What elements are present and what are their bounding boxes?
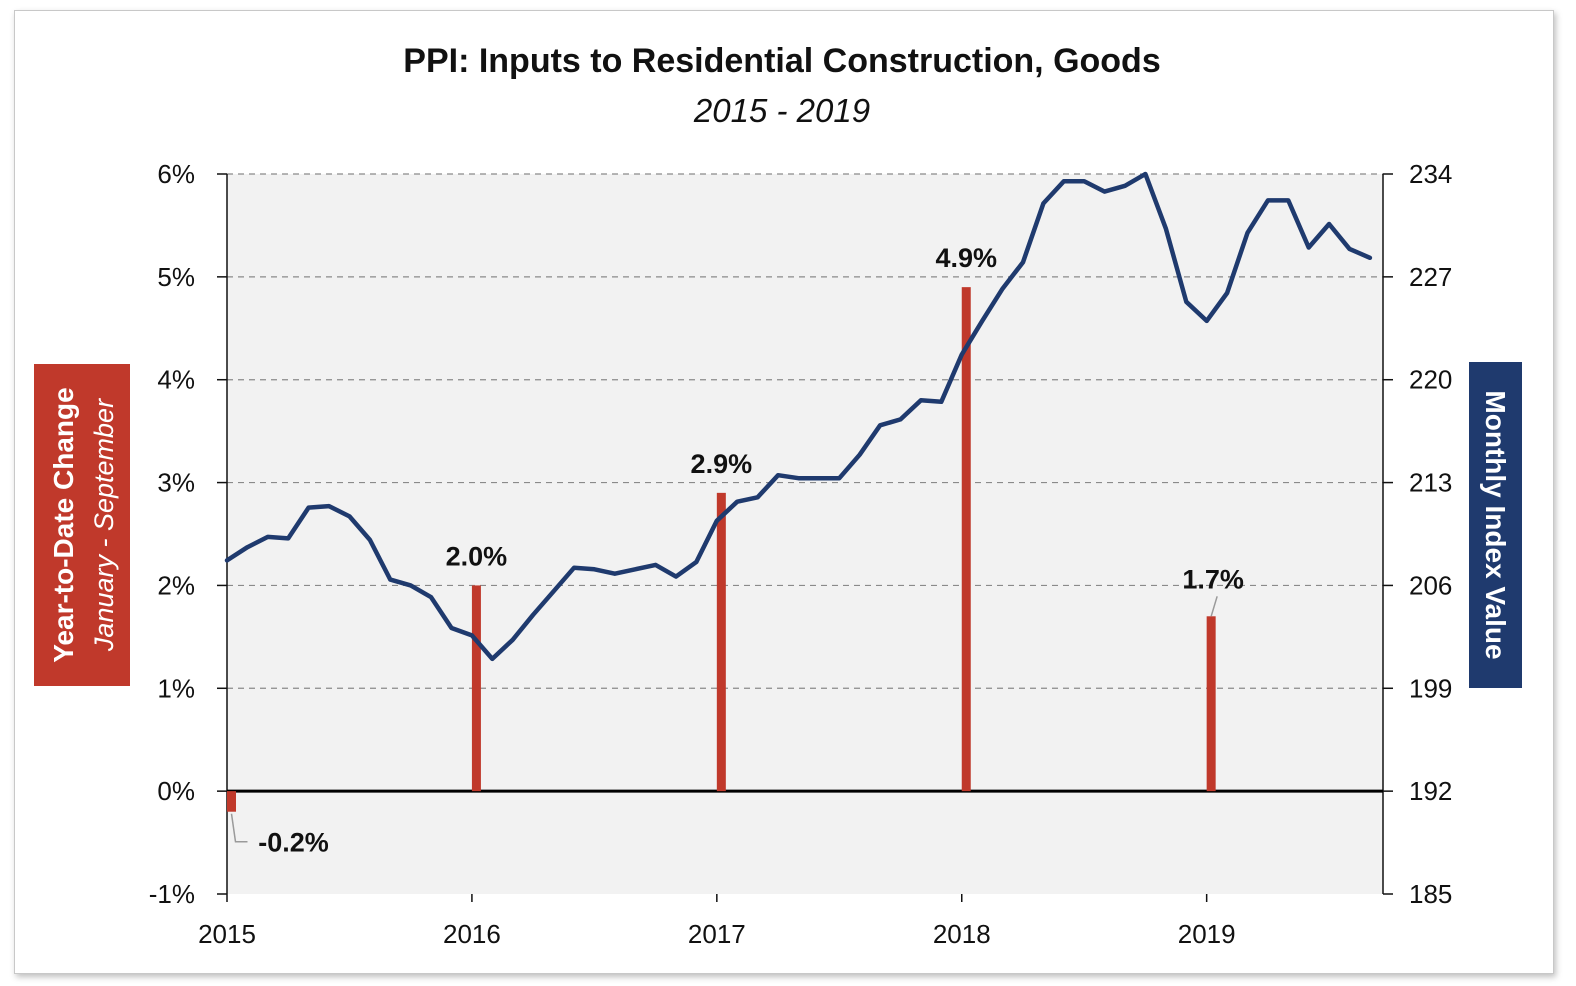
left-tick-label: 0% bbox=[157, 776, 195, 806]
bar bbox=[716, 492, 726, 792]
bar bbox=[227, 791, 236, 812]
chart-subtitle: 2015 - 2019 bbox=[693, 92, 870, 129]
gridlines bbox=[227, 173, 1383, 689]
tick-labels: 6% 5% 4% 3% 2% 1% 0% -1% 234 227 220 213 206 199 192 18… bbox=[149, 159, 1453, 949]
chart-title: PPI: Inputs to Residential Construction,… bbox=[403, 42, 1160, 80]
right-tick-label: 206 bbox=[1409, 570, 1452, 600]
left-tick-label: 6% bbox=[157, 159, 195, 189]
data-label-leader bbox=[1210, 596, 1218, 617]
x-tick-label: 2015 bbox=[198, 919, 256, 949]
data-label: 2.9% bbox=[691, 449, 753, 479]
data-label: 1.7% bbox=[1182, 564, 1244, 594]
data-label: 2.0% bbox=[446, 541, 508, 571]
right-tick-label: 185 bbox=[1409, 879, 1452, 909]
right-tick-label: 213 bbox=[1409, 468, 1452, 498]
right-axis-title: Monthly Index Value bbox=[1469, 362, 1522, 688]
right-tick-label: 192 bbox=[1409, 776, 1452, 806]
bar bbox=[1206, 616, 1216, 792]
index-line bbox=[224, 171, 1373, 662]
data-labels: -0.2% 2.0% 2.9% 4.9% 1.7% bbox=[230, 243, 1244, 858]
data-label-leader bbox=[230, 813, 248, 843]
left-tick-label: 1% bbox=[157, 673, 195, 703]
left-axis-title: Year-to-Date Change January - September bbox=[34, 364, 130, 686]
left-axis-subtitle-text: January - September bbox=[89, 398, 119, 652]
line-series bbox=[224, 171, 1373, 662]
left-tick-label: 3% bbox=[157, 468, 195, 498]
bar-series bbox=[227, 287, 1216, 812]
left-tick-label: 4% bbox=[157, 365, 195, 395]
data-label: -0.2% bbox=[258, 828, 329, 858]
right-tick-label: 227 bbox=[1409, 262, 1452, 292]
bar bbox=[471, 585, 481, 792]
x-tick-label: 2016 bbox=[443, 919, 501, 949]
right-axis-title-box bbox=[1469, 362, 1522, 688]
x-tick-label: 2019 bbox=[1178, 919, 1236, 949]
right-tick-label: 199 bbox=[1409, 673, 1452, 703]
right-axis-title-text: Monthly Index Value bbox=[1480, 390, 1511, 659]
left-tick-label: 5% bbox=[157, 262, 195, 292]
bar bbox=[961, 287, 971, 792]
axes bbox=[217, 173, 1393, 902]
left-tick-label: -1% bbox=[149, 879, 195, 909]
left-axis-title-text: Year-to-Date Change bbox=[48, 387, 79, 662]
left-axis-title-box bbox=[34, 364, 130, 686]
data-label: 4.9% bbox=[935, 243, 997, 273]
plot-area bbox=[227, 174, 1383, 894]
x-tick-label: 2017 bbox=[688, 919, 746, 949]
x-tick-label: 2018 bbox=[933, 919, 991, 949]
left-tick-label: 2% bbox=[157, 570, 195, 600]
right-tick-label: 234 bbox=[1409, 159, 1452, 189]
right-tick-label: 220 bbox=[1409, 365, 1452, 395]
